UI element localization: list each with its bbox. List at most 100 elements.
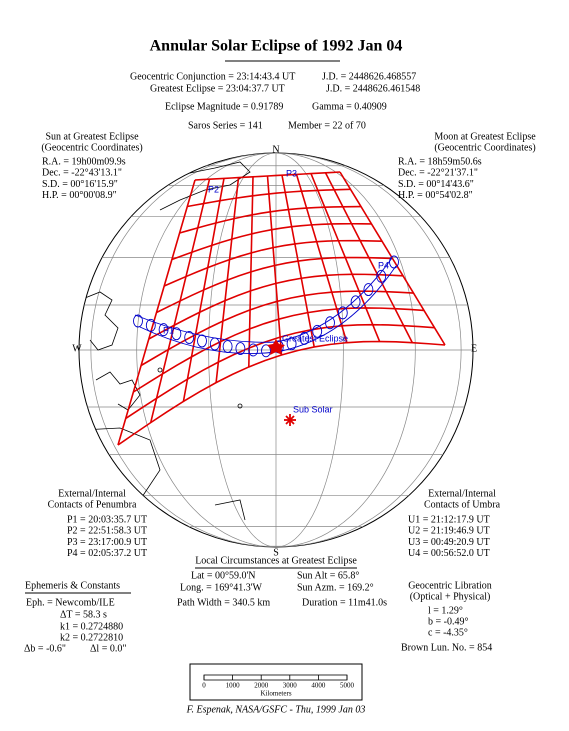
libration-title: Geocentric Libration xyxy=(408,580,492,591)
sun-line: S.D. = 00°16'15.9" xyxy=(42,179,118,190)
scale-unit: Kilometers xyxy=(260,690,291,698)
umbra-oval xyxy=(145,318,156,332)
conjunction: Geocentric Conjunction = 23:14:43.4 UT xyxy=(130,71,295,82)
island xyxy=(157,367,163,373)
south-label: S xyxy=(273,547,279,558)
umbra-oval xyxy=(197,334,207,348)
meridian xyxy=(136,153,416,547)
contour-line xyxy=(194,171,341,181)
delta-t: ΔT = 58.3 s xyxy=(60,609,107,620)
libration-c: c = -4.35° xyxy=(428,627,468,638)
meridian xyxy=(90,153,462,547)
greatest-label: Greatest Eclipse xyxy=(282,333,348,343)
local-duration: Duration = 11m41.0s xyxy=(302,597,387,608)
scale-label: 5000 xyxy=(340,682,355,690)
scale-label: 0 xyxy=(202,682,206,690)
umbra-oval xyxy=(222,340,233,353)
umbra-oval xyxy=(209,337,220,351)
umbra-ovals xyxy=(133,255,399,358)
greatest-eclipse-marker xyxy=(267,339,285,355)
scale-bar: Kilometers 0 1000 2000 3000 4000 5000 xyxy=(189,663,363,701)
sub-solar-marker xyxy=(284,414,296,426)
sun-line: H.P. = 00°00'08.9" xyxy=(42,190,117,201)
greatest: Greatest Eclipse = 23:04:37.7 UT xyxy=(150,83,285,94)
scale-frame xyxy=(189,663,363,701)
contour-line xyxy=(310,173,381,342)
umbra-oval xyxy=(171,327,182,341)
saros: Saros Series = 141 xyxy=(188,120,263,131)
umbra-line: U1 = 21:12:17.9 UT xyxy=(408,514,490,525)
local-sun-azm: Sun Azm. = 169.2° xyxy=(297,582,374,593)
umbra-oval xyxy=(235,342,246,355)
umbra-line: U3 = 00:49:20.9 UT xyxy=(408,537,490,548)
penumbra-line: P2 = 22:51:58.3 UT xyxy=(67,526,147,537)
coast xyxy=(149,161,251,211)
local-lat: Lat = 00°59.0'N xyxy=(191,570,256,581)
moon-line: S.D. = 00°14'43.6" xyxy=(398,179,474,190)
umbra-oval xyxy=(248,343,259,357)
penumbra-line: P1 = 20:03:35.7 UT xyxy=(67,514,147,525)
umbra-oval xyxy=(325,316,335,330)
penumbra-line: P4 = 02:05:37.2 UT xyxy=(67,548,147,559)
contour-line xyxy=(187,188,351,208)
conjunction-jd: J.D. = 2448626.468557 xyxy=(322,71,416,82)
umbra-oval xyxy=(312,324,323,338)
moon-line: H.P. = 00°54'02.8" xyxy=(398,190,473,201)
moon-line: R.A. = 18h59m50.6s xyxy=(398,156,482,167)
moon-line: Dec. = -22°21'37.1" xyxy=(398,168,478,179)
umbra-oval xyxy=(376,269,387,283)
sun-title: Sun at Greatest Eclipse xyxy=(45,131,139,142)
umbra-line: U2 = 21:19:46.9 UT xyxy=(408,526,490,537)
contour-line xyxy=(179,205,362,234)
umbra-line: U4 = 00:56:52.0 UT xyxy=(408,548,490,559)
penumbra-subtitle: Contacts of Penumbra xyxy=(48,499,137,510)
contour-line xyxy=(281,175,315,348)
local-sun-alt: Sun Alt = 65.8° xyxy=(297,570,359,581)
scale-bar-bar xyxy=(203,674,348,681)
p1-label: P1 xyxy=(163,325,174,335)
globe: P1 P2 P3 P4 Greatest Eclipse Sub Solar xyxy=(78,152,474,548)
contour-line xyxy=(156,256,393,314)
scale-label: 3000 xyxy=(283,682,298,690)
umbra-oval xyxy=(286,337,297,351)
p4-label: P4 xyxy=(378,260,389,270)
moon-title: Moon at Greatest Eclipse xyxy=(434,131,536,142)
scale-label: 4000 xyxy=(311,682,326,690)
umbra-oval xyxy=(363,283,374,297)
moon-subtitle: (Geocentric Coordinates) xyxy=(434,142,535,153)
p3-label: P3 xyxy=(286,168,297,178)
scale-label: 2000 xyxy=(254,682,269,690)
contour-line xyxy=(163,239,383,287)
greatest-jd: J.D. = 2448626.461548 xyxy=(326,83,420,94)
umbra-oval xyxy=(184,331,195,344)
p2-label: P2 xyxy=(208,184,219,194)
credit: F. Espenak, NASA/GSFC - Thu, 1999 Jan 03 xyxy=(186,704,366,715)
umbra-oval xyxy=(133,314,143,328)
sun-line: R.A. = 19h00m09.9s xyxy=(42,156,126,167)
k2: k2 = 0.2722810 xyxy=(60,632,123,643)
penumbra-line: P3 = 23:17:00.9 UT xyxy=(67,537,147,548)
west-label: W xyxy=(72,343,82,354)
contour-line xyxy=(339,171,446,346)
magnitude: Eclipse Magnitude = 0.91789 xyxy=(165,101,283,112)
island xyxy=(237,403,243,409)
umbra-oval xyxy=(261,344,271,358)
north-label: N xyxy=(272,144,279,155)
penumbra-title: External/Internal xyxy=(58,488,126,499)
sun-subtitle: (Geocentric Coordinates) xyxy=(41,142,142,153)
umbra-oval xyxy=(389,255,399,269)
gamma: Gamma = 0.40909 xyxy=(312,101,387,112)
umbra-oval xyxy=(337,306,348,320)
local-title: Local Circumstances at Greatest Eclipse xyxy=(195,555,357,566)
eph: Eph. = Newcomb/ILE xyxy=(26,597,115,608)
contour-line xyxy=(171,222,372,261)
delta-l: Δl = 0.0" xyxy=(90,643,126,654)
scale-label: 1000 xyxy=(226,682,241,690)
k1: k1 = 0.2724880 xyxy=(60,621,123,632)
brown-lunation: Brown Lun. No. = 854 xyxy=(401,642,492,653)
libration-subtitle: (Optical + Physical) xyxy=(410,591,491,602)
umbra-title: External/Internal xyxy=(428,488,496,499)
ephemeris-title: Ephemeris & Constants xyxy=(25,580,120,591)
umbra-oval xyxy=(350,295,361,309)
